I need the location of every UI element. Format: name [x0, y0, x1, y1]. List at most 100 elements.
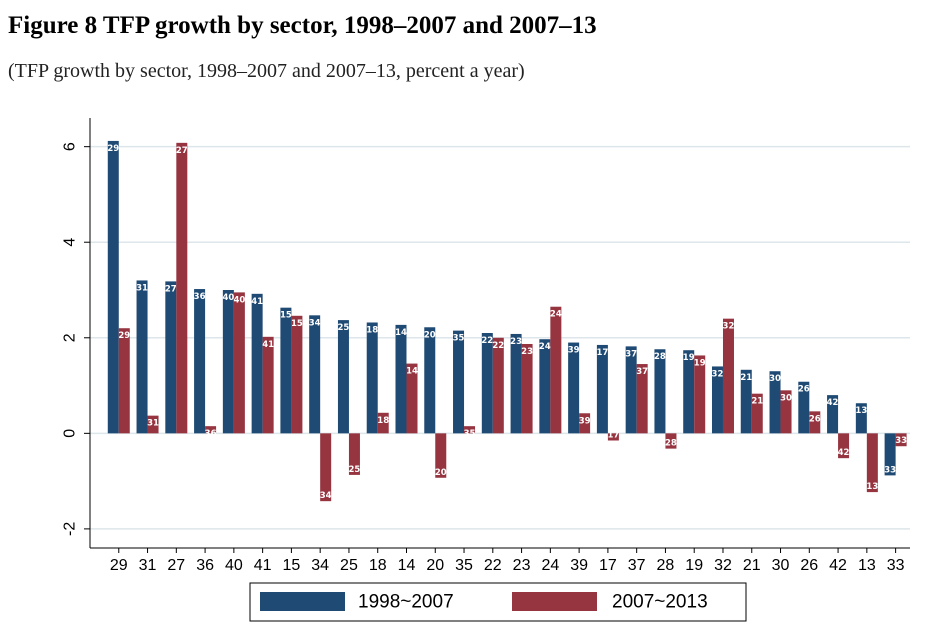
x-tick-label: 37 [628, 557, 646, 574]
bar-label: 20 [435, 468, 447, 478]
bar-label: 27 [176, 146, 188, 156]
bar-1998-2007 [769, 371, 781, 434]
bar-2007-2013 [233, 292, 245, 434]
bar-label: 30 [769, 374, 781, 384]
bar-label: 40 [233, 295, 245, 305]
x-tick-label: 22 [484, 557, 502, 574]
bar-label: 33 [895, 436, 907, 446]
bar-1998-2007 [740, 369, 752, 434]
x-tick-label: 27 [167, 557, 185, 574]
bar-label: 21 [740, 373, 752, 383]
bar-2007-2013 [406, 363, 418, 434]
bar-1998-2007 [165, 281, 177, 434]
x-tick-label: 40 [225, 557, 243, 574]
bar-label: 28 [665, 439, 677, 449]
legend-swatch-2007-2013 [512, 592, 597, 611]
bar-1998-2007 [453, 330, 465, 434]
bar-label: 25 [338, 323, 350, 333]
bar-label: 40 [222, 293, 234, 303]
bar-1998-2007 [309, 315, 321, 434]
bar-1998-2007 [395, 324, 407, 434]
legend-swatch-1998-2007 [260, 592, 345, 611]
plot-area-background [84, 112, 920, 552]
y-tick-label: 6 [62, 142, 79, 151]
x-tick-label: 19 [685, 557, 703, 574]
y-tick-label: 4 [62, 238, 79, 247]
x-tick-label: 36 [196, 557, 214, 574]
bar-label: 14 [406, 367, 418, 377]
x-tick-label: 17 [599, 557, 617, 574]
x-tick-label: 21 [743, 557, 761, 574]
figure-subtitle: (TFP growth by sector, 1998–2007 and 200… [8, 60, 525, 82]
bar-1998-2007 [194, 289, 206, 434]
y-tick-label: 2 [62, 333, 79, 342]
bar-2007-2013 [809, 411, 821, 434]
x-tick-label: 28 [657, 557, 675, 574]
bar-2007-2013 [492, 337, 504, 434]
bar-2007-2013 [147, 415, 159, 434]
x-tick-label: 25 [340, 557, 358, 574]
bar-2007-2013 [722, 318, 734, 434]
bar-2007-2013 [262, 336, 274, 434]
bar-1998-2007 [884, 433, 896, 476]
bar-1998-2007 [366, 322, 378, 434]
x-tick-label: 26 [800, 557, 818, 574]
bar-label: 20 [424, 330, 436, 340]
bar-label: 27 [165, 284, 177, 294]
bar-label: 14 [395, 328, 407, 338]
x-tick-label: 30 [772, 557, 790, 574]
bar-1998-2007 [337, 320, 349, 434]
bar-label: 42 [827, 398, 839, 408]
bar-1998-2007 [654, 349, 666, 434]
bar-2007-2013 [895, 433, 907, 447]
x-tick-label: 41 [254, 557, 272, 574]
bar-1998-2007 [222, 290, 234, 434]
bar-label: 25 [349, 465, 361, 475]
bar-1998-2007 [539, 339, 551, 434]
bar-2007-2013 [377, 412, 389, 434]
bar-1998-2007 [625, 346, 637, 434]
x-tick-label: 24 [541, 557, 559, 574]
bar-label: 29 [107, 144, 119, 154]
bar-label: 26 [809, 414, 821, 424]
bar-label: 30 [780, 393, 792, 403]
bar-label: 42 [838, 448, 850, 458]
bar-2007-2013 [291, 315, 303, 434]
bar-1998-2007 [683, 350, 695, 434]
x-tick-label: 20 [426, 557, 444, 574]
bar-label: 36 [194, 292, 206, 302]
bar-label: 35 [453, 334, 465, 344]
bar-1998-2007 [424, 327, 436, 434]
bar-1998-2007 [251, 293, 263, 434]
bars [107, 140, 907, 502]
bar-2007-2013 [607, 433, 619, 441]
bar-2007-2013 [751, 393, 763, 434]
y-tick-label: 0 [62, 429, 79, 438]
bar-label: 32 [712, 369, 724, 379]
bar-2007-2013 [579, 413, 591, 434]
x-tick-label: 18 [369, 557, 387, 574]
x-tick-label: 23 [513, 557, 531, 574]
bar-2007-2013 [320, 433, 332, 502]
bar-2007-2013 [435, 433, 447, 478]
bar-label: 24 [550, 310, 562, 320]
bar-1998-2007 [136, 280, 148, 434]
bar-label: 18 [377, 416, 389, 426]
bar-label: 23 [521, 347, 533, 357]
bar-2007-2013 [521, 343, 533, 434]
bar-label: 26 [798, 385, 810, 395]
bar-2007-2013 [866, 433, 878, 493]
bar-2007-2013 [694, 355, 706, 434]
bar-label: 34 [309, 318, 321, 328]
legend-label: 1998~2007 [358, 592, 454, 613]
y-tick-label: -2 [62, 522, 79, 536]
bar-2007-2013 [636, 364, 648, 434]
bar-label: 32 [723, 322, 735, 332]
bar-label: 35 [464, 429, 476, 439]
bar-2007-2013 [464, 426, 476, 434]
bar-2007-2013 [550, 306, 562, 434]
bar-label: 37 [625, 349, 637, 359]
bar-1998-2007 [596, 344, 608, 434]
